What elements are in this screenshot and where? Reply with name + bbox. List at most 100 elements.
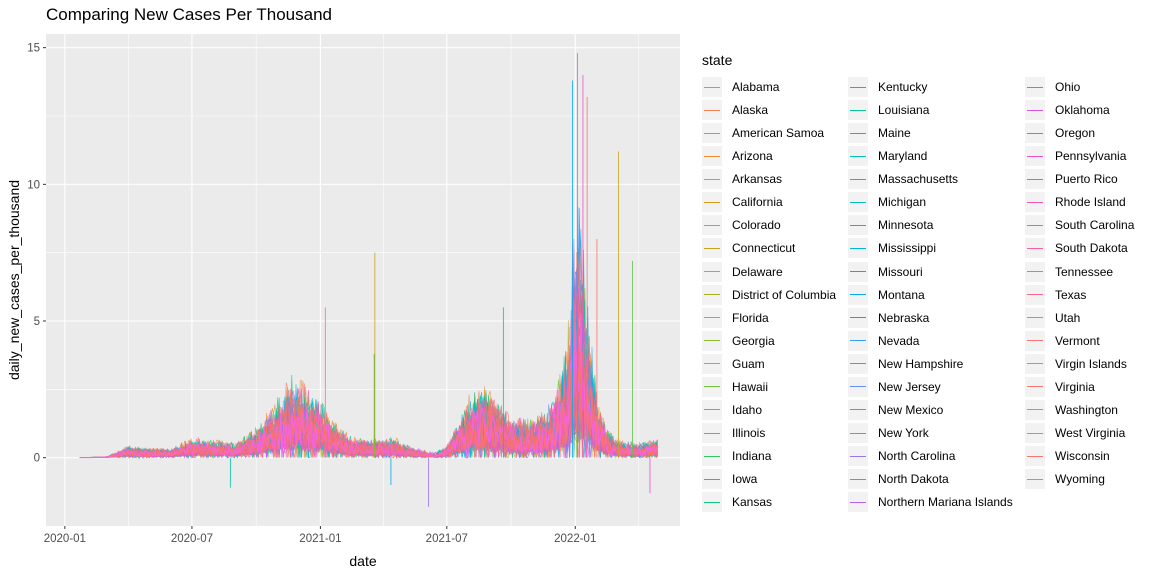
legend-label: Illinois xyxy=(732,426,766,441)
legend-label: Montana xyxy=(878,287,925,302)
legend-swatch xyxy=(1027,201,1043,203)
legend-label: Arizona xyxy=(732,149,773,164)
legend-key xyxy=(702,423,722,444)
legend-swatch xyxy=(850,501,866,503)
legend-key xyxy=(848,399,868,420)
legend-key xyxy=(702,169,722,190)
legend-swatch xyxy=(1027,247,1043,249)
legend-key xyxy=(702,261,722,282)
legend-swatch xyxy=(704,132,720,134)
legend-label: Arkansas xyxy=(732,172,783,187)
series-lines xyxy=(79,53,659,507)
legend-key xyxy=(1025,146,1045,167)
legend-item: Hawaii xyxy=(702,376,768,398)
legend-label: South Carolina xyxy=(1055,218,1135,233)
legend-key xyxy=(848,146,868,167)
legend-item: Idaho xyxy=(702,399,762,421)
legend-key xyxy=(848,446,868,467)
legend-swatch xyxy=(850,247,866,249)
legend-key xyxy=(1025,376,1045,397)
legend-key xyxy=(1025,100,1045,121)
legend-label: Colorado xyxy=(732,218,781,233)
legend-label: Iowa xyxy=(732,472,758,487)
legend-key xyxy=(702,399,722,420)
legend-key xyxy=(702,77,722,97)
legend-swatch xyxy=(850,432,866,434)
legend-key xyxy=(848,100,868,121)
legend-item: Puerto Rico xyxy=(1025,168,1118,190)
legend-key xyxy=(1025,284,1045,305)
legend-item: Iowa xyxy=(702,468,757,490)
legend-swatch xyxy=(850,386,866,388)
legend-label: New York xyxy=(878,426,929,441)
legend-label: Kentucky xyxy=(878,80,928,94)
legend-key xyxy=(702,353,722,374)
legend-swatch xyxy=(1027,132,1043,134)
legend-item: Maine xyxy=(848,122,911,144)
legend-item: Connecticut xyxy=(702,237,795,259)
legend-item: Louisiana xyxy=(848,99,929,121)
legend-label: Maine xyxy=(878,126,911,141)
legend-key xyxy=(1025,77,1045,97)
legend-item: Texas xyxy=(1025,284,1086,306)
legend-swatch xyxy=(1027,109,1043,111)
legend-label: Wyoming xyxy=(1055,472,1105,487)
legend-label: South Dakota xyxy=(1055,241,1128,256)
legend-label: Mississippi xyxy=(878,241,937,256)
legend-swatch xyxy=(1027,155,1043,157)
legend-swatch xyxy=(850,294,866,296)
legend-item: Kansas xyxy=(702,491,772,513)
legend-key xyxy=(1025,399,1045,420)
legend-label: Oregon xyxy=(1055,126,1096,141)
legend-swatch xyxy=(704,409,720,411)
x-axis-title: date xyxy=(349,553,376,569)
legend-label: Louisiana xyxy=(878,103,930,118)
legend-swatch xyxy=(704,86,720,88)
legend-label: North Carolina xyxy=(878,449,956,464)
legend-label: Northern Mariana Islands xyxy=(878,495,1013,510)
legend-swatch xyxy=(850,340,866,342)
legend-label: Puerto Rico xyxy=(1055,172,1118,187)
legend-item: South Dakota xyxy=(1025,237,1128,259)
y-axis: 0 5 10 15 xyxy=(27,43,46,465)
y-axis-title: daily_new_cases_per_thousand xyxy=(6,180,22,380)
legend-swatch xyxy=(704,363,720,365)
legend-swatch xyxy=(850,86,866,88)
legend-label: New Jersey xyxy=(878,379,941,394)
x-axis: 2020-01 2020-07 2021-01 2021-07 2022-01 xyxy=(44,526,596,545)
legend-label: Hawaii xyxy=(732,379,769,394)
legend-label: Rhode Island xyxy=(1055,195,1126,210)
legend-label: Oklahoma xyxy=(1055,103,1110,118)
legend-item: Alabama xyxy=(702,76,779,98)
legend-item: Rhode Island xyxy=(1025,191,1126,213)
legend-swatch xyxy=(704,109,720,111)
legend-swatch xyxy=(850,201,866,203)
legend-label: Ohio xyxy=(1055,80,1081,94)
legend-key xyxy=(848,192,868,213)
legend-item: District of Columbia xyxy=(702,284,836,306)
legend-swatch xyxy=(1027,363,1043,365)
legend-label: Texas xyxy=(1055,287,1087,302)
x-tick-label: 2020-07 xyxy=(171,533,213,545)
legend-swatch xyxy=(850,155,866,157)
legend-label: Tennessee xyxy=(1055,264,1114,279)
legend-swatch xyxy=(850,455,866,457)
legend-swatch xyxy=(1027,409,1043,411)
legend-key xyxy=(848,307,868,328)
legend-item: Florida xyxy=(702,307,769,329)
legend-swatch xyxy=(850,224,866,226)
legend-item: South Carolina xyxy=(1025,214,1134,236)
legend-label: Michigan xyxy=(878,195,927,210)
legend-key xyxy=(848,238,868,259)
legend-swatch xyxy=(704,340,720,342)
legend-swatch xyxy=(704,294,720,296)
legend-key xyxy=(1025,469,1045,490)
legend-label: Guam xyxy=(732,356,765,371)
legend-key xyxy=(1025,446,1045,467)
legend-key xyxy=(702,238,722,259)
legend-item: Arkansas xyxy=(702,168,782,190)
legend-key xyxy=(1025,123,1045,144)
legend-label: California xyxy=(732,195,783,210)
legend-label: Alaska xyxy=(732,103,769,118)
